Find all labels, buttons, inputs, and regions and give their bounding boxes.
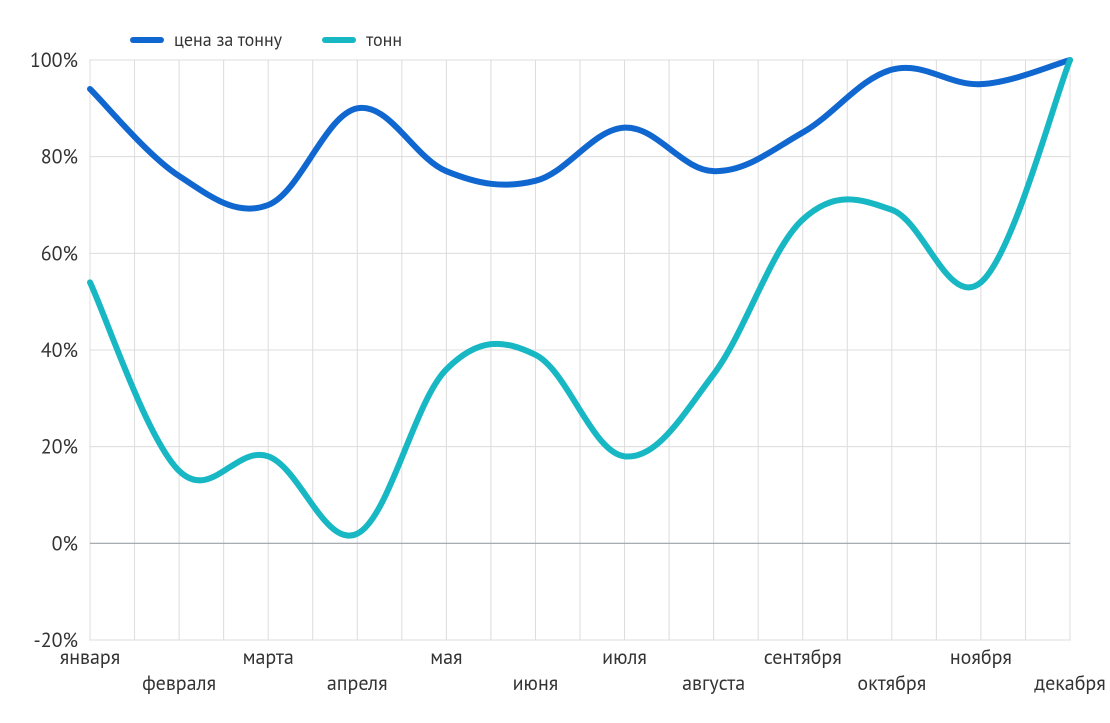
y-tick-label: 100%: [30, 47, 78, 73]
x-tick-label: января: [60, 644, 121, 670]
x-tick-label: октября: [857, 670, 926, 696]
chart-container: цена за тонну тонн -20%0%20%40%60%80%100…: [0, 0, 1110, 723]
x-tick-label: марта: [243, 644, 294, 670]
x-ticks: января февраля марта апреля мая июня июля авгус…: [60, 644, 1106, 696]
x-tick-label: ноября: [950, 644, 1012, 670]
x-tick-label: февраля: [142, 670, 216, 696]
x-tick-label: мая: [430, 644, 462, 670]
x-tick-label: июня: [513, 670, 559, 696]
grid: [90, 60, 1070, 640]
x-tick-label: июля: [602, 644, 647, 670]
chart-svg: -20%0%20%40%60%80%100% январяфевралямарт…: [0, 0, 1110, 723]
x-tick-label: августа: [682, 670, 745, 696]
y-ticks: -20%0%20%40%60%80%100%: [30, 47, 78, 653]
y-tick-label: 0%: [52, 530, 78, 556]
y-tick-label: 20%: [41, 434, 78, 460]
y-tick-label: 60%: [41, 240, 78, 266]
x-tick-label: декабря: [1034, 670, 1106, 696]
y-tick-label: 40%: [41, 337, 78, 363]
y-tick-label: 80%: [41, 144, 78, 170]
x-tick-label: апреля: [327, 670, 388, 696]
x-tick-label: сентября: [764, 644, 842, 670]
